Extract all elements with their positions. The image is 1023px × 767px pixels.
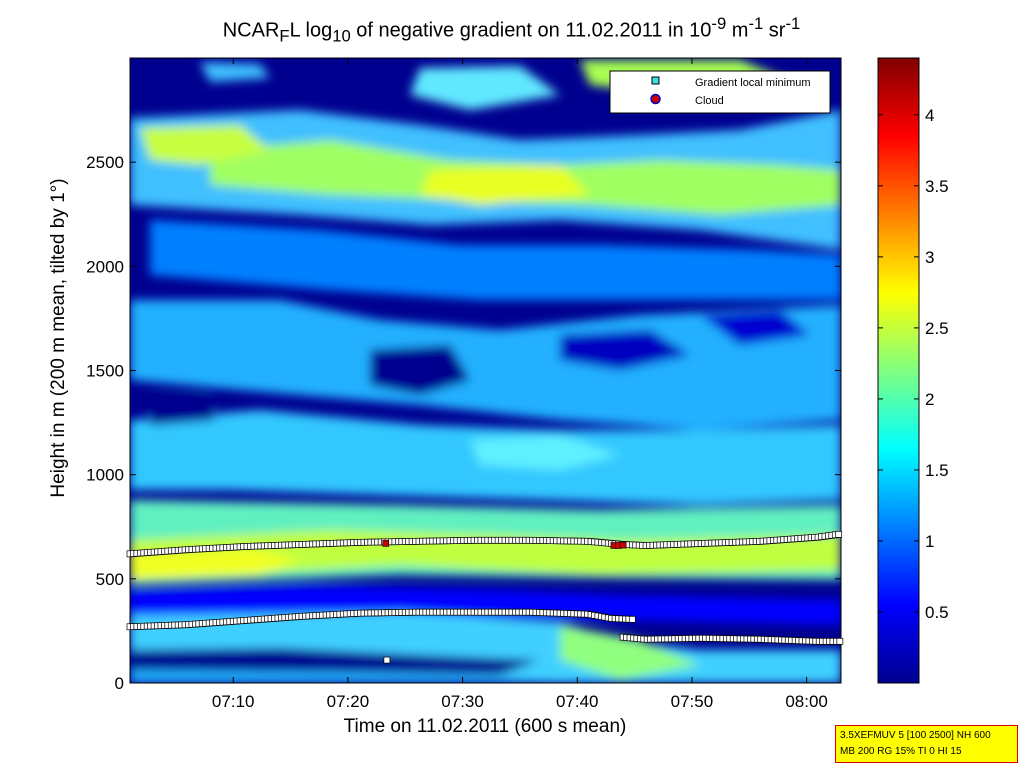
legend-label-cloud: Cloud xyxy=(695,95,724,107)
legend-label-gradient-min: Gradient local minimum xyxy=(695,77,811,89)
info-line-1: 3.5XEFMUV 5 [100 2500] NH 600 xyxy=(840,730,991,741)
legend-marker-gradient-min xyxy=(651,76,660,85)
gradient-min-marker xyxy=(835,531,843,538)
x-tick-label: 07:10 xyxy=(212,692,255,711)
y-axis-label: Height in m (200 m mean, tilted by 1°) xyxy=(48,178,69,498)
legend: Gradient local minimum Cloud xyxy=(609,70,831,114)
info-box: 3.5XEFMUV 5 [100 2500] NH 600 MB 200 RG … xyxy=(835,725,1018,763)
cloud-marker xyxy=(619,541,627,549)
colorbar-tick-label: 4 xyxy=(925,106,934,125)
colorbar-tick-label: 3 xyxy=(925,248,934,267)
marker-layer xyxy=(126,531,844,664)
colorbar-tick-label: 3.5 xyxy=(925,177,949,196)
x-axis-label: Time on 11.02.2011 (600 s mean) xyxy=(343,716,627,737)
x-tick-label: 08:00 xyxy=(785,692,828,711)
gradient-min-marker xyxy=(836,637,844,645)
gradient-min-marker xyxy=(383,656,391,664)
info-line-2: MB 200 RG 15% TI 0 HI 15 xyxy=(840,746,962,757)
heatmap xyxy=(130,58,841,683)
x-tick-label: 07:20 xyxy=(327,692,370,711)
y-tick-label: 1500 xyxy=(86,362,124,381)
colorbar-tick-label: 1 xyxy=(925,532,934,551)
x-axis: 07:10 07:20 07:30 07:40 07:50 08:00 xyxy=(212,58,828,711)
x-tick-label: 07:40 xyxy=(556,692,599,711)
y-tick-label: 0 xyxy=(115,674,124,693)
y-tick-label: 500 xyxy=(96,570,124,589)
gradient-min-marker xyxy=(628,616,636,623)
colorbar-tick-label: 1.5 xyxy=(925,461,949,480)
y-axis: 0 500 1000 1500 2000 2500 xyxy=(86,153,841,693)
y-tick-label: 1000 xyxy=(86,466,124,485)
colorbar-ticks: 0.5 1 1.5 2 2.5 3 3.5 4 xyxy=(878,106,949,622)
legend-marker-cloud xyxy=(650,93,661,105)
cloud-marker xyxy=(382,540,390,547)
chart-title: NCARFL log10 of negative gradient on 11.… xyxy=(222,14,801,46)
colorbar xyxy=(877,57,920,684)
colorbar-tick-label: 2.5 xyxy=(925,319,949,338)
colorbar-tick-label: 0.5 xyxy=(925,603,949,622)
y-tick-label: 2000 xyxy=(86,257,124,276)
x-tick-label: 07:50 xyxy=(671,692,714,711)
colorbar-tick-label: 2 xyxy=(925,390,934,409)
x-tick-label: 07:30 xyxy=(441,692,484,711)
y-tick-label: 2500 xyxy=(86,153,124,172)
